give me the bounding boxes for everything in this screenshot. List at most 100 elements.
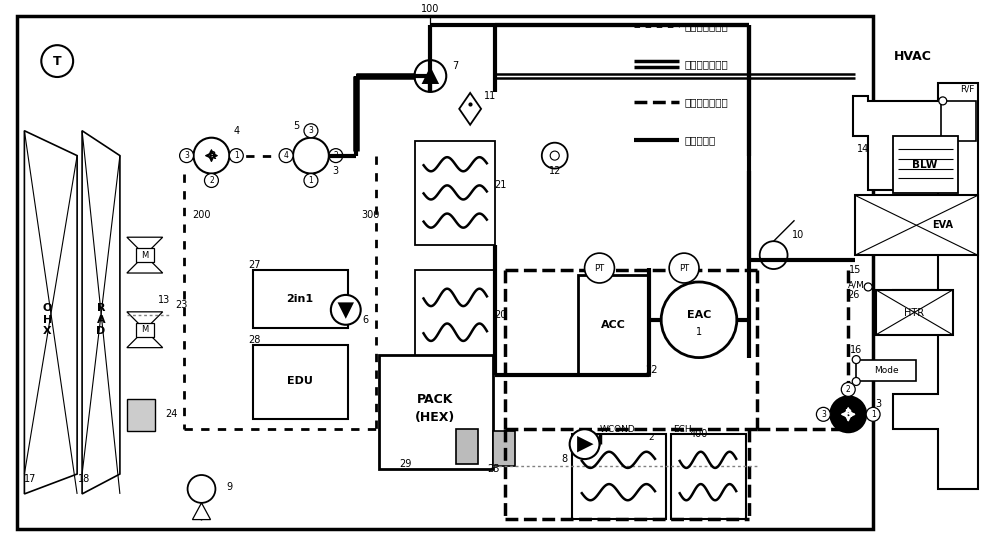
- Text: ECH: ECH: [673, 425, 692, 434]
- Text: 200: 200: [192, 210, 211, 220]
- Text: 400: 400: [690, 429, 708, 439]
- Circle shape: [550, 151, 559, 160]
- Text: 2: 2: [846, 385, 851, 394]
- Circle shape: [331, 295, 361, 325]
- Polygon shape: [127, 237, 163, 255]
- Circle shape: [669, 253, 699, 283]
- Circle shape: [414, 60, 446, 92]
- Text: 12: 12: [549, 166, 561, 176]
- Circle shape: [180, 148, 194, 162]
- Text: PT: PT: [679, 264, 689, 272]
- Bar: [456, 429, 478, 464]
- Text: M: M: [141, 325, 148, 334]
- Text: 3: 3: [821, 410, 826, 419]
- Polygon shape: [192, 503, 211, 520]
- Text: 8: 8: [562, 454, 568, 464]
- Bar: [493, 431, 515, 466]
- Text: 300: 300: [361, 210, 380, 220]
- Polygon shape: [422, 67, 439, 84]
- Text: 2: 2: [209, 176, 214, 185]
- Text: 1: 1: [871, 410, 876, 419]
- Text: 16: 16: [850, 345, 862, 355]
- Bar: [253, 270, 348, 327]
- Circle shape: [293, 138, 329, 173]
- Circle shape: [194, 138, 229, 173]
- Text: HVAC: HVAC: [894, 49, 932, 63]
- Circle shape: [830, 396, 866, 432]
- Bar: [415, 270, 495, 360]
- Text: (HEX): (HEX): [415, 411, 455, 424]
- Text: 6: 6: [363, 315, 369, 325]
- Bar: [253, 345, 348, 419]
- Bar: [136, 248, 154, 262]
- Text: 电池冷却液回路: 电池冷却液回路: [684, 59, 728, 69]
- Text: EVA: EVA: [932, 220, 953, 230]
- Text: 电驱冷却液回路: 电驱冷却液回路: [684, 21, 728, 31]
- Text: Mode: Mode: [874, 366, 898, 375]
- Text: 3: 3: [184, 151, 189, 160]
- Polygon shape: [127, 255, 163, 273]
- Polygon shape: [82, 131, 120, 494]
- Text: EAC: EAC: [687, 310, 711, 320]
- Polygon shape: [24, 131, 77, 494]
- Text: 11: 11: [484, 91, 496, 101]
- Circle shape: [329, 148, 343, 162]
- Text: 4: 4: [233, 126, 239, 136]
- Text: 15: 15: [849, 265, 861, 275]
- Text: T: T: [53, 54, 62, 68]
- Text: 18: 18: [78, 474, 90, 484]
- Circle shape: [661, 282, 737, 358]
- Circle shape: [760, 241, 788, 269]
- Text: A/M: A/M: [848, 280, 865, 290]
- Polygon shape: [127, 312, 163, 330]
- Polygon shape: [876, 290, 953, 335]
- Circle shape: [304, 124, 318, 138]
- Text: 21: 21: [494, 181, 506, 191]
- Text: 1: 1: [696, 327, 702, 337]
- Bar: [415, 141, 495, 245]
- Polygon shape: [338, 302, 354, 319]
- Text: 20: 20: [494, 310, 506, 320]
- Text: 1: 1: [309, 176, 313, 185]
- Text: BLW: BLW: [912, 160, 938, 170]
- Text: 7: 7: [452, 61, 458, 71]
- Text: WCOND: WCOND: [600, 425, 635, 434]
- Text: 3: 3: [875, 399, 881, 409]
- Circle shape: [204, 173, 218, 187]
- Text: 1: 1: [234, 151, 239, 160]
- Text: ACC: ACC: [601, 320, 626, 330]
- Text: 29: 29: [399, 459, 412, 469]
- Bar: [572, 434, 666, 519]
- Text: R: R: [208, 151, 215, 161]
- Text: 13: 13: [158, 295, 170, 305]
- Text: R: R: [845, 409, 852, 419]
- Text: 27: 27: [248, 260, 260, 270]
- Polygon shape: [459, 93, 481, 125]
- Text: 23: 23: [175, 300, 188, 310]
- Text: 2in1: 2in1: [286, 294, 314, 304]
- Text: 25: 25: [487, 464, 499, 474]
- Text: 24: 24: [165, 409, 178, 419]
- Bar: [941, 101, 976, 141]
- Polygon shape: [853, 83, 978, 489]
- Text: 4: 4: [284, 151, 289, 160]
- Circle shape: [852, 356, 860, 364]
- Circle shape: [816, 408, 830, 421]
- Text: 2: 2: [648, 433, 654, 441]
- Text: 10: 10: [792, 230, 805, 240]
- Text: 100: 100: [421, 4, 440, 14]
- Circle shape: [41, 45, 73, 77]
- Bar: [856, 360, 916, 381]
- Circle shape: [542, 143, 568, 168]
- Text: 2: 2: [333, 151, 338, 160]
- Text: 3: 3: [333, 166, 339, 176]
- Bar: [578, 275, 649, 375]
- Bar: [671, 434, 746, 519]
- Circle shape: [585, 253, 614, 283]
- Circle shape: [570, 429, 600, 459]
- Bar: [17, 16, 873, 529]
- Polygon shape: [577, 436, 594, 453]
- Text: HTR: HTR: [904, 308, 924, 318]
- Circle shape: [939, 97, 947, 105]
- Text: R
A
D: R A D: [96, 303, 106, 336]
